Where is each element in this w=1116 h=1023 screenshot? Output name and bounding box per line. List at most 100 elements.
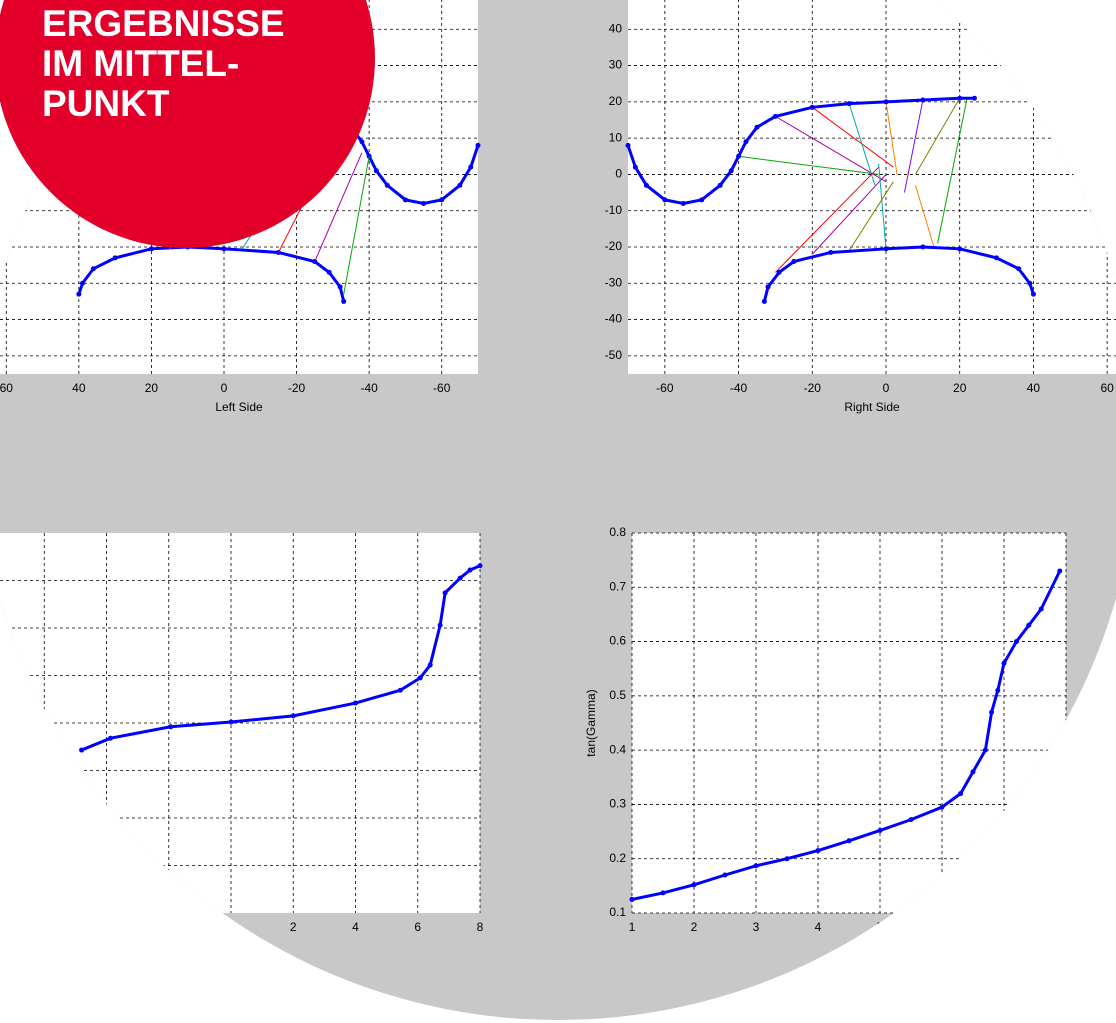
marker (662, 197, 668, 203)
marker (660, 890, 666, 896)
x-tick-label: 6 (414, 920, 421, 934)
series-line (885, 101, 898, 175)
y-tick-label: 0.4 (609, 742, 626, 756)
y-tick-label: -40 (605, 312, 623, 326)
marker (958, 791, 964, 797)
marker (112, 255, 118, 261)
x-tick-label: 4 (352, 920, 359, 934)
marker (629, 896, 635, 902)
series-line (81, 564, 481, 752)
marker (421, 200, 427, 206)
marker (467, 567, 473, 573)
y-tick-label: 0.6 (609, 634, 626, 648)
y-tick-label: 0.1 (609, 905, 626, 919)
x-tick-label: 3 (753, 920, 760, 934)
marker (1001, 660, 1007, 666)
marker (79, 747, 85, 753)
marker (883, 99, 889, 105)
marker (877, 827, 883, 833)
series-line (848, 103, 876, 186)
x-tick-label: 7 (1001, 920, 1008, 934)
y-tick-label: -10 (605, 203, 623, 217)
series-line (811, 106, 894, 168)
badge-line: ERGEBNISSE (42, 3, 285, 44)
marker (765, 284, 771, 290)
marker (939, 804, 945, 810)
x-tick-label: 20 (953, 381, 967, 395)
marker (290, 713, 296, 719)
x-tick-label: -2 (163, 920, 174, 934)
y-tick-label: -20 (605, 239, 623, 253)
badge-circle (0, 0, 375, 248)
x-tick-label: 2 (691, 920, 698, 934)
marker (722, 872, 728, 878)
series-line (626, 96, 975, 205)
marker (957, 95, 963, 101)
series-line (762, 245, 1035, 302)
marker (828, 249, 834, 255)
x-axis-label: Left Side (215, 400, 263, 414)
marker (717, 182, 723, 188)
marker (728, 168, 734, 174)
marker (402, 197, 408, 203)
marker (995, 687, 1001, 693)
marker (920, 244, 926, 250)
marker (632, 164, 638, 170)
marker (1057, 568, 1063, 574)
y-tick-label: 0.3 (609, 797, 626, 811)
marker (417, 675, 423, 681)
x-tick-label: 0 (883, 381, 890, 395)
x-tick-label: 8 (1063, 920, 1070, 934)
marker (1030, 291, 1036, 297)
x-tick-label: 4 (815, 920, 822, 934)
marker (228, 719, 234, 725)
y-tick-label: 0.7 (609, 579, 626, 593)
marker (753, 863, 759, 869)
marker (970, 769, 976, 775)
x-tick-label: 0 (221, 381, 228, 395)
marker (791, 259, 797, 265)
x-tick-label: -40 (730, 381, 748, 395)
chart: -6-4-2024680.10.20.30.40.50.60.7 (0, 533, 484, 934)
x-tick-label: 1 (629, 920, 636, 934)
x-tick-label: 40 (1027, 381, 1041, 395)
y-tick-label: 0 (615, 167, 622, 181)
marker (477, 563, 483, 569)
marker (809, 104, 815, 110)
marker (108, 735, 114, 741)
y-tick-label: 30 (609, 58, 623, 72)
series-line (77, 245, 346, 302)
y-tick-label: 20 (609, 94, 623, 108)
marker (625, 142, 631, 148)
marker (359, 139, 365, 145)
marker (457, 182, 463, 188)
series-line (915, 185, 935, 248)
y-tick-label: -50 (605, 348, 623, 362)
marker (761, 298, 767, 304)
chart: -60 -40 -20 0 20 40 60 -50 -40 -30 -20 -10 0 10 20 30 40… (605, 0, 1116, 414)
marker (468, 164, 474, 170)
marker (148, 246, 154, 252)
marker (353, 700, 358, 706)
marker (1016, 266, 1022, 272)
marker (691, 882, 697, 888)
marker (373, 168, 379, 174)
series-line (738, 155, 879, 175)
marker (920, 97, 926, 103)
x-tick-label: -20 (804, 381, 822, 395)
marker (776, 269, 782, 275)
series-line (915, 97, 961, 175)
marker (427, 662, 433, 668)
marker (1027, 280, 1033, 286)
series-line (878, 163, 887, 249)
marker (772, 113, 778, 119)
x-tick-label: 60 (1100, 381, 1114, 395)
marker (846, 838, 852, 844)
series-line (775, 115, 887, 183)
x-tick-label: -6 (39, 920, 50, 934)
x-tick-label: 6 (939, 920, 946, 934)
marker (699, 197, 705, 203)
y-tick-label: -30 (605, 275, 623, 289)
marker (846, 101, 852, 107)
